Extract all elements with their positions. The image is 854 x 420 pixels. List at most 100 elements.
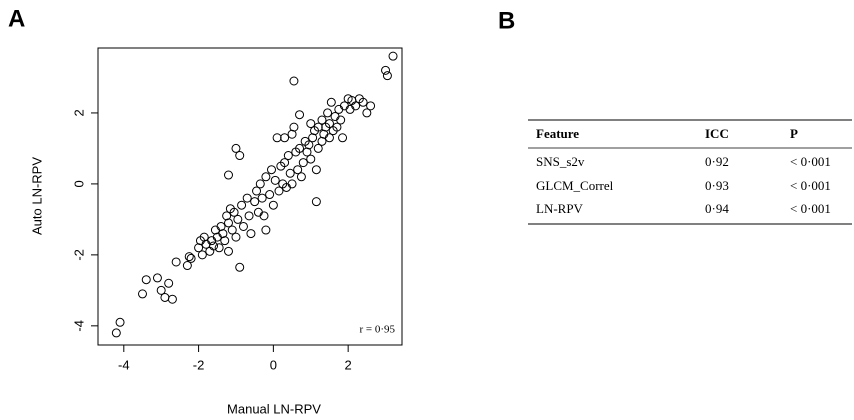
- table-cell: 0·92: [705, 154, 729, 169]
- point: [235, 262, 245, 272]
- point: [207, 236, 217, 246]
- point: [218, 229, 228, 239]
- table-header: Feature: [536, 126, 579, 141]
- point: [235, 151, 245, 161]
- point: [272, 133, 282, 143]
- point: [298, 158, 308, 168]
- x-tick-label: 0: [270, 357, 277, 372]
- point: [229, 207, 239, 217]
- panel-label: A: [8, 5, 25, 32]
- point: [289, 76, 299, 86]
- point: [287, 129, 297, 139]
- point: [227, 225, 237, 235]
- point: [324, 133, 334, 143]
- point: [306, 119, 316, 129]
- point: [261, 225, 271, 235]
- point: [295, 143, 305, 153]
- point: [283, 151, 293, 161]
- point: [381, 65, 391, 75]
- point: [317, 115, 327, 125]
- table-header: ICC: [705, 126, 729, 141]
- point: [259, 211, 269, 221]
- table-cell: LN-RPV: [536, 201, 584, 216]
- y-tick-label: 0: [71, 180, 86, 187]
- x-axis-label: Manual LN-RPV: [227, 401, 321, 416]
- point: [358, 97, 368, 107]
- point: [274, 186, 284, 196]
- point: [233, 214, 243, 224]
- x-tick-label: -2: [193, 357, 205, 372]
- point: [253, 207, 263, 217]
- point: [287, 179, 297, 189]
- point: [220, 236, 230, 246]
- point: [265, 190, 275, 200]
- table-cell: < 0·001: [790, 178, 831, 193]
- point: [160, 292, 170, 302]
- point: [308, 133, 318, 143]
- point: [222, 211, 232, 221]
- point: [115, 317, 125, 327]
- point: [345, 104, 355, 114]
- point: [338, 133, 348, 143]
- point: [324, 119, 334, 129]
- y-axis-label: Auto LN-RPV: [29, 157, 44, 235]
- y-tick-label: 2: [71, 109, 86, 116]
- point: [311, 165, 321, 175]
- point: [366, 101, 376, 111]
- point: [186, 253, 196, 263]
- point: [141, 275, 151, 285]
- table-cell: GLCM_Correl: [536, 178, 614, 193]
- point: [111, 328, 121, 338]
- point: [261, 172, 271, 182]
- point: [306, 154, 316, 164]
- point: [231, 232, 241, 242]
- point: [171, 257, 181, 267]
- point: [332, 122, 342, 132]
- point: [197, 250, 207, 260]
- point: [313, 143, 323, 153]
- point: [242, 193, 252, 203]
- table-cell: 0·94: [705, 201, 729, 216]
- point: [216, 221, 226, 231]
- panel-label: B: [498, 7, 515, 34]
- point: [388, 51, 398, 61]
- point: [182, 261, 192, 271]
- point: [231, 143, 241, 153]
- point: [212, 232, 222, 242]
- point: [238, 221, 248, 231]
- point: [244, 211, 254, 221]
- point: [184, 252, 194, 262]
- point: [223, 246, 233, 256]
- annotation: r = 0·95: [359, 324, 395, 336]
- point: [313, 122, 323, 132]
- x-tick-label: 2: [345, 357, 352, 372]
- y-tick-label: -4: [71, 320, 86, 332]
- point: [280, 158, 290, 168]
- point: [323, 108, 333, 118]
- point: [246, 229, 256, 239]
- point: [167, 294, 177, 304]
- point: [311, 197, 321, 207]
- point: [137, 289, 147, 299]
- point: [164, 278, 174, 288]
- point: [295, 110, 305, 120]
- point: [223, 170, 233, 180]
- point: [237, 200, 247, 210]
- point: [317, 136, 327, 146]
- point: [257, 193, 267, 203]
- point: [205, 246, 215, 256]
- table-header: P: [790, 126, 798, 141]
- y-tick-label: -2: [71, 249, 86, 261]
- point: [214, 243, 224, 253]
- point: [362, 108, 372, 118]
- table-cell: < 0·001: [790, 154, 831, 169]
- point: [351, 101, 361, 111]
- point: [382, 71, 392, 81]
- point: [289, 122, 299, 132]
- point: [293, 165, 303, 175]
- plot-frame: [97, 47, 403, 346]
- point: [302, 147, 312, 157]
- point: [285, 168, 295, 178]
- point: [268, 200, 278, 210]
